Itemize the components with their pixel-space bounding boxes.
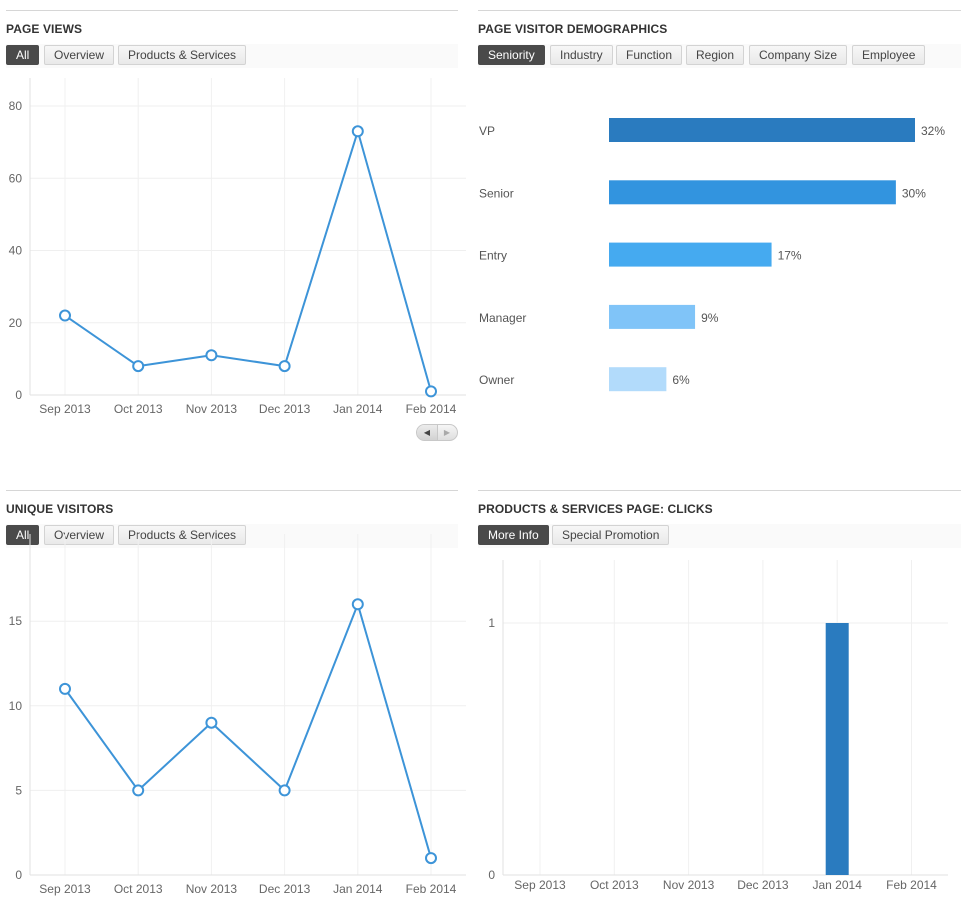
demographics-value-label: 30% <box>902 186 926 200</box>
unique-visitors-data-point <box>59 682 71 695</box>
demographics-value-label: 32% <box>921 124 945 138</box>
tab-more-info[interactable]: More Info <box>478 525 549 545</box>
unique-visitors-data-point <box>425 852 437 865</box>
demographics-value-label: 17% <box>778 249 802 263</box>
demographics-value-label: 9% <box>701 311 719 325</box>
page-views-y-tick-label: 0 <box>15 388 22 402</box>
scroll-right-icon[interactable]: ▶ <box>443 428 451 437</box>
demographics-bar <box>609 304 696 329</box>
unique-visitors-y-tick-label: 0 <box>15 868 22 882</box>
panel-divider <box>478 10 961 11</box>
unique-visitors-y-tick-label: 10 <box>9 699 23 713</box>
unique-visitors-tabs: All Overview Products & Services <box>6 524 458 548</box>
clicks-title: PRODUCTS & SERVICES PAGE: CLICKS <box>478 502 713 516</box>
demographics-category-label: Owner <box>479 373 514 387</box>
tab-overview[interactable]: Overview <box>44 45 115 65</box>
tab-employee[interactable]: Employee <box>852 45 926 65</box>
page-views-tabs: All Overview Products & Services <box>6 44 458 68</box>
page-views-y-tick-label: 60 <box>9 171 23 185</box>
tab-products-services[interactable]: Products & Services <box>118 45 247 65</box>
tab-all[interactable]: All <box>6 45 40 65</box>
clicks-x-tick-label: Sep 2013 <box>514 878 566 892</box>
unique-visitors-x-tick-label: Nov 2013 <box>186 882 238 896</box>
page-views-series-line <box>64 130 432 392</box>
unique-visitors-data-point <box>205 716 218 729</box>
page-views-data-point <box>59 309 71 322</box>
unique-visitors-data-point <box>132 784 145 797</box>
page-views-data-point <box>351 125 364 138</box>
clicks-tabs: More Info Special Promotion <box>478 524 961 548</box>
demographics-value-label: 6% <box>672 373 690 387</box>
demographics-category-label: Manager <box>479 311 526 325</box>
demographics-bar <box>609 118 915 142</box>
clicks-bar <box>825 623 849 875</box>
demographics-title: PAGE VISITOR DEMOGRAPHICS <box>478 22 668 36</box>
tab-special-promotion[interactable]: Special Promotion <box>552 525 670 545</box>
demographics-panel: PAGE VISITOR DEMOGRAPHICS Seniority Indu… <box>478 10 961 450</box>
panel-divider <box>6 10 458 11</box>
unique-visitors-title: UNIQUE VISITORS <box>6 502 114 516</box>
demographics-category-label: Entry <box>479 249 507 263</box>
page-views-y-tick-label: 40 <box>9 244 23 258</box>
scroll-left-icon[interactable]: ◀ <box>417 425 438 440</box>
unique-visitors-x-tick-label: Jan 2014 <box>333 882 383 896</box>
unique-visitors-data-point <box>351 598 364 611</box>
page-views-panel: PAGE VIEWS All Overview Products & Servi… <box>6 10 458 450</box>
tab-company-size[interactable]: Company Size <box>749 45 848 65</box>
page-views-data-point <box>132 360 145 373</box>
clicks-x-tick-label: Jan 2014 <box>813 878 863 892</box>
demographics-category-label: Senior <box>479 186 514 200</box>
unique-visitors-panel: UNIQUE VISITORS All Overview Products & … <box>6 490 458 900</box>
clicks-y-tick-label: 1 <box>488 616 495 630</box>
tab-all[interactable]: All <box>6 525 40 545</box>
tab-industry[interactable]: Industry <box>550 45 613 65</box>
tab-region[interactable]: Region <box>686 45 745 65</box>
page-views-y-tick-label: 20 <box>9 316 23 330</box>
demographics-bar <box>609 242 772 267</box>
unique-visitors-x-tick-label: Feb 2014 <box>406 882 457 896</box>
clicks-x-tick-label: Oct 2013 <box>590 878 639 892</box>
unique-visitors-x-tick-label: Oct 2013 <box>114 882 163 896</box>
page-views-x-tick-label: Jan 2014 <box>333 402 383 416</box>
demographics-bar <box>609 367 667 392</box>
demographics-tabs: Seniority Industry Function Region Compa… <box>478 44 961 68</box>
tab-seniority[interactable]: Seniority <box>478 45 545 65</box>
unique-visitors-y-tick-label: 15 <box>9 614 23 628</box>
demographics-bar <box>609 180 896 205</box>
page-views-y-tick-label: 80 <box>9 99 23 113</box>
unique-visitors-x-tick-label: Sep 2013 <box>39 882 91 896</box>
unique-visitors-data-point <box>278 784 291 797</box>
panel-divider <box>6 490 458 491</box>
tab-function[interactable]: Function <box>616 45 683 65</box>
clicks-x-tick-label: Dec 2013 <box>737 878 789 892</box>
page-views-data-point <box>205 349 218 362</box>
page-views-data-point <box>278 360 291 373</box>
clicks-x-tick-label: Nov 2013 <box>663 878 715 892</box>
panel-divider <box>478 490 961 491</box>
demographics-category-label: VP <box>479 124 495 138</box>
clicks-y-tick-label: 0 <box>488 868 495 882</box>
page-views-x-tick-label: Feb 2014 <box>406 402 457 416</box>
unique-visitors-y-tick-label: 5 <box>15 783 22 797</box>
page-views-x-tick-label: Oct 2013 <box>114 402 163 416</box>
clicks-x-tick-label: Feb 2014 <box>886 878 937 892</box>
page-views-data-point <box>425 385 437 398</box>
tab-overview[interactable]: Overview <box>44 525 115 545</box>
clicks-panel: PRODUCTS & SERVICES PAGE: CLICKS More In… <box>478 490 961 900</box>
chart-scroller[interactable]: ◀ ▶ <box>416 424 458 441</box>
unique-visitors-series-line <box>64 603 432 859</box>
page-views-x-tick-label: Nov 2013 <box>186 402 238 416</box>
page-views-x-tick-label: Dec 2013 <box>259 402 311 416</box>
unique-visitors-x-tick-label: Dec 2013 <box>259 882 311 896</box>
page-views-x-tick-label: Sep 2013 <box>39 402 91 416</box>
tab-products-services[interactable]: Products & Services <box>118 525 247 545</box>
page-views-title: PAGE VIEWS <box>6 22 83 36</box>
